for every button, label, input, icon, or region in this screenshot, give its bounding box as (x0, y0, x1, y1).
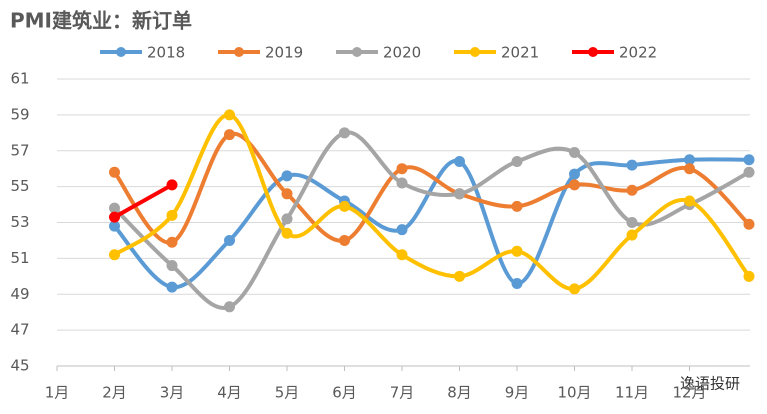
data-point (454, 188, 465, 200)
watermark: 逸语投研 (680, 375, 740, 393)
x-tick-label: 10月 (557, 384, 591, 402)
x-tick-label: 3月 (160, 384, 185, 402)
data-point (396, 224, 408, 236)
legend-label: 2019 (265, 44, 303, 62)
data-point (743, 218, 755, 230)
data-point (166, 209, 178, 221)
data-point (743, 166, 755, 178)
x-tick-label: 1月 (45, 384, 70, 402)
data-point (454, 156, 465, 168)
x-tick-label: 9月 (505, 384, 530, 402)
x-tick-label: 4月 (217, 384, 242, 402)
data-point (109, 202, 120, 214)
x-tick-label: 2月 (102, 384, 127, 402)
data-point (166, 281, 178, 293)
y-tick-label: 49 (10, 285, 29, 303)
legend-label: 2021 (501, 44, 539, 62)
x-tick-label: 8月 (447, 384, 472, 402)
x-tick-label: 12月 (672, 384, 706, 402)
y-tick-label: 61 (10, 70, 29, 88)
legend-label: 2020 (383, 44, 421, 62)
series-line (112, 130, 751, 310)
series-line (112, 112, 751, 291)
data-point (569, 179, 580, 191)
y-tick-label: 59 (10, 105, 29, 123)
data-point (224, 234, 235, 246)
data-point (339, 127, 350, 139)
legend-label: 2022 (619, 44, 657, 62)
data-point (684, 195, 695, 207)
y-tick-label: 47 (10, 321, 29, 339)
y-tick-label: 45 (10, 357, 29, 375)
data-point (569, 168, 580, 180)
legend-marker (470, 47, 480, 57)
legend-marker (116, 47, 126, 57)
x-tick-label: 11月 (615, 384, 649, 402)
chart-title: PMI建筑业：新订单 (10, 9, 192, 33)
data-point (454, 270, 465, 282)
data-point (166, 179, 178, 191)
data-point (743, 154, 755, 166)
data-point (569, 283, 580, 295)
data-point (166, 236, 178, 248)
data-point (396, 177, 408, 189)
data-point (396, 163, 408, 175)
data-point (684, 163, 695, 175)
data-point (339, 200, 350, 212)
data-point (511, 277, 523, 289)
data-point (396, 249, 408, 261)
data-point (281, 213, 293, 225)
data-point (511, 245, 523, 257)
data-point (511, 200, 523, 212)
data-point (743, 270, 755, 282)
data-point (109, 211, 120, 223)
legend-label: 2018 (147, 44, 185, 62)
data-point (281, 227, 293, 239)
data-point (109, 166, 120, 178)
data-point (626, 159, 638, 171)
data-point (339, 234, 350, 246)
data-point (626, 229, 638, 241)
legend-marker (234, 47, 244, 57)
y-tick-label: 51 (10, 249, 29, 267)
legend-marker (588, 47, 598, 57)
y-tick-label: 53 (10, 213, 29, 231)
data-point (626, 184, 638, 196)
data-point (224, 109, 235, 121)
data-point (224, 301, 235, 313)
x-tick-label: 7月 (390, 384, 415, 402)
data-point (224, 129, 235, 141)
legend-marker (352, 47, 362, 57)
data-point (109, 220, 120, 232)
x-tick-label: 6月 (332, 384, 357, 402)
data-point (626, 217, 638, 228)
data-point (166, 260, 178, 272)
y-tick-label: 55 (10, 177, 29, 195)
y-tick-label: 57 (10, 141, 29, 159)
data-point (281, 170, 293, 182)
data-point (109, 249, 120, 261)
data-point (569, 147, 580, 159)
data-point (281, 188, 293, 200)
data-point (511, 156, 523, 168)
data-point (684, 154, 695, 166)
x-tick-label: 5月 (275, 384, 300, 402)
